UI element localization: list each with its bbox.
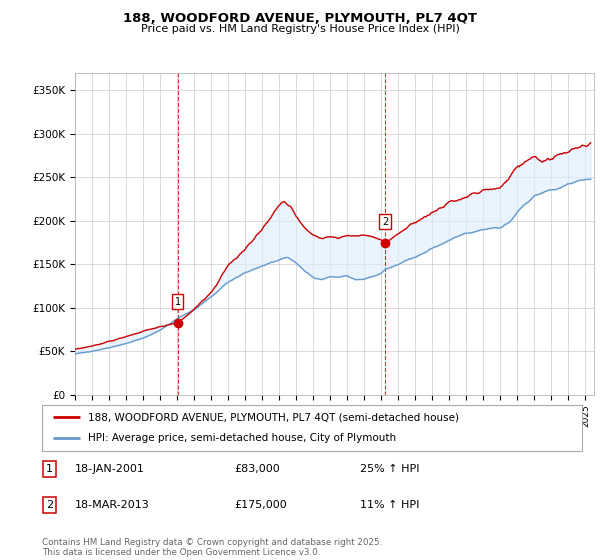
Text: 11% ↑ HPI: 11% ↑ HPI <box>360 500 419 510</box>
Text: 1: 1 <box>46 464 53 474</box>
Text: Contains HM Land Registry data © Crown copyright and database right 2025.
This d: Contains HM Land Registry data © Crown c… <box>42 538 382 557</box>
Text: £175,000: £175,000 <box>234 500 287 510</box>
Text: 18-JAN-2001: 18-JAN-2001 <box>75 464 145 474</box>
Text: 18-MAR-2013: 18-MAR-2013 <box>75 500 150 510</box>
Text: 1: 1 <box>175 297 181 307</box>
Text: 25% ↑ HPI: 25% ↑ HPI <box>360 464 419 474</box>
Text: £83,000: £83,000 <box>234 464 280 474</box>
Text: 188, WOODFORD AVENUE, PLYMOUTH, PL7 4QT: 188, WOODFORD AVENUE, PLYMOUTH, PL7 4QT <box>123 12 477 25</box>
Text: 2: 2 <box>46 500 53 510</box>
Text: 2: 2 <box>382 217 388 227</box>
Text: HPI: Average price, semi-detached house, City of Plymouth: HPI: Average price, semi-detached house,… <box>88 433 396 444</box>
Text: 188, WOODFORD AVENUE, PLYMOUTH, PL7 4QT (semi-detached house): 188, WOODFORD AVENUE, PLYMOUTH, PL7 4QT … <box>88 412 459 422</box>
Text: Price paid vs. HM Land Registry's House Price Index (HPI): Price paid vs. HM Land Registry's House … <box>140 24 460 34</box>
